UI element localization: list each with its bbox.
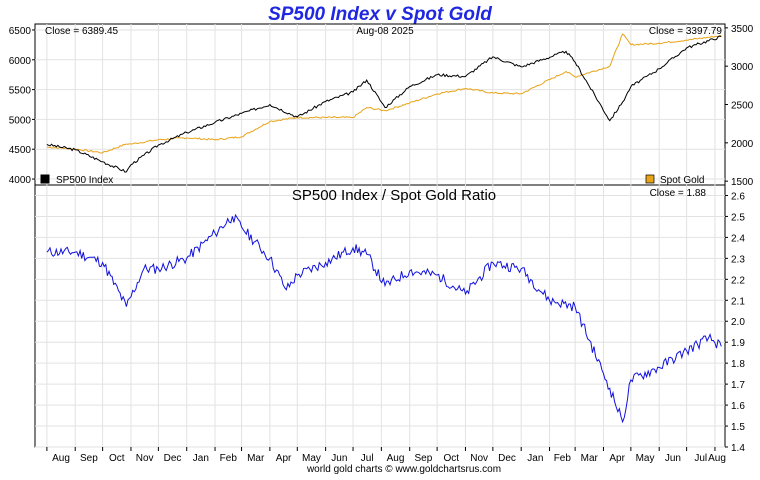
ratio-tick-label: 1.8 [731,359,745,370]
x-tick-label: Aug [708,453,726,464]
x-tick-label: Jul [361,453,374,464]
x-tick-label: Apr [609,453,625,464]
y-left-tick-label: 4000 [9,175,32,186]
y-left-tick-label: 6500 [9,26,32,37]
x-tick-label: Oct [109,453,125,464]
y-left-tick-label: 6000 [9,56,32,67]
ratio-tick-label: 1.5 [731,422,745,433]
series-line-ratio [46,213,722,424]
y-right-tick-label: 2000 [731,139,754,150]
x-tick-label: Jun [331,453,347,464]
x-tick-label: May [302,453,321,464]
gold-close-label: Close = 3397.79 [649,26,723,37]
x-tick-label: Mar [247,453,265,464]
x-tick-label: Mar [581,453,599,464]
top-panel-series [46,33,722,173]
y-left-tick-label: 5500 [9,86,32,97]
bottom-panel-series [46,213,722,424]
x-tick-label: Dec [164,453,182,464]
ratio-tick-label: 1.6 [731,401,745,412]
legend-swatch-gold [645,174,655,184]
series-line-sp500 [46,35,722,173]
x-tick-label: Nov [136,453,154,464]
x-tick-label: Feb [554,453,572,464]
x-tick-label: May [636,453,655,464]
x-tick-label: Jun [665,453,681,464]
x-tick-label: Nov [470,453,488,464]
ratio-tick-label: 2.2 [731,275,745,286]
x-tick-label: Aug [52,453,70,464]
x-tick-label: Oct [444,453,460,464]
x-tick-label: Jan [527,453,543,464]
ratio-tick-label: 2.5 [731,212,745,223]
y-left-tick-label: 5000 [9,115,32,126]
x-tick-label: Jul [694,453,707,464]
y-right-tick-label: 2500 [731,101,754,112]
ratio-tick-label: 2.4 [731,233,745,244]
x-tick-label: Aug [387,453,405,464]
x-tick-label: Sep [80,453,98,464]
y-right-tick-label: 3000 [731,62,754,73]
legend-label-gold: Spot Gold [660,175,704,186]
footer-credit: world gold charts © www.goldchartsrus.co… [306,464,501,475]
ratio-panel-title: SP500 Index / Spot Gold Ratio [292,187,496,204]
axis-labels: Aug Sep Oct Nov Dec Jan Feb Mar Apr May Jun Jul Aug S… [9,24,754,464]
ratio-tick-label: 1.7 [731,380,745,391]
sp500-close-label: Close = 6389.45 [45,26,119,37]
ratio-tick-label: 2.1 [731,296,745,307]
ratio-tick-label: 2.0 [731,317,745,328]
y-right-tick-label: 1500 [731,177,754,188]
x-tick-label: Jan [193,453,209,464]
legend-swatch-sp500 [40,174,50,184]
y-right-tick-label: 3500 [731,24,754,35]
ratio-tick-label: 2.6 [731,191,745,202]
x-tick-label: Sep [415,453,433,464]
legend-label-sp500: SP500 Index [56,175,113,186]
chart-title: SP500 Index v Spot Gold [268,4,492,25]
date-label: Aug-08 2025 [356,26,414,37]
ratio-tick-label: 1.9 [731,338,745,349]
x-tick-label: Dec [498,453,516,464]
ratio-tick-label: 1.4 [731,443,745,454]
ratio-close-label: Close = 1.88 [650,188,707,199]
series-line-spot-gold [46,33,722,154]
x-tick-label: Apr [276,453,292,464]
ratio-tick-label: 2.3 [731,254,745,265]
y-left-tick-label: 4500 [9,145,32,156]
x-tick-label: Feb [220,453,238,464]
